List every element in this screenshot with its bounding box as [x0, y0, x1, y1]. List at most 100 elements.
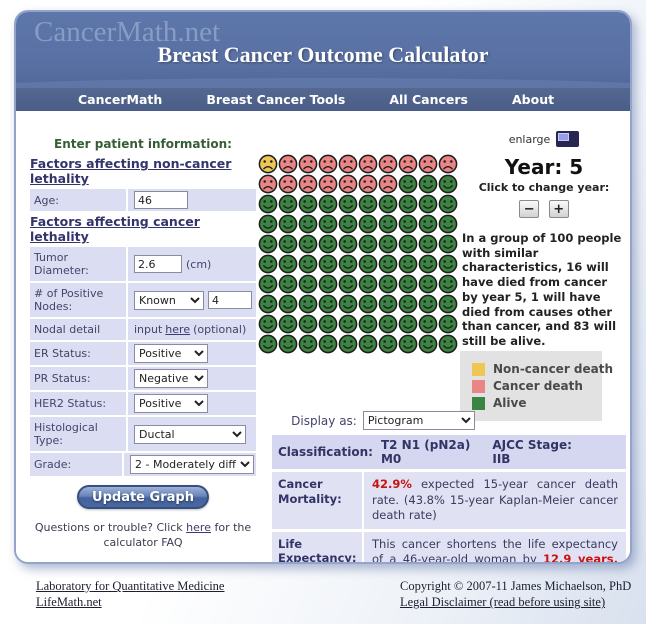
nav-item-all-cancers[interactable]: All Cancers: [389, 92, 468, 107]
tumor-label: Tumor Diameter:: [30, 247, 128, 281]
nodes-row: # of Positive Nodes: Known: [30, 283, 256, 317]
person-icon: [358, 194, 378, 214]
result-column: enlarge Year: 5 Click to change year: − …: [462, 131, 626, 349]
life-expectancy-value: This cancer shortens the life expectancy…: [364, 532, 626, 564]
link-cancer-factors[interactable]: Factors affecting cancer lethality: [30, 214, 200, 244]
person-icon: [338, 254, 358, 274]
her2-select[interactable]: Positive: [134, 394, 208, 413]
person-icon: [278, 174, 298, 194]
legend-label: Cancer death: [493, 379, 583, 393]
histological-select[interactable]: Ductal: [134, 424, 246, 444]
mortality-text: expected 15-year cancer death rate. (43.…: [372, 477, 618, 523]
link-noncancer-factors[interactable]: Factors affecting non-cancer lethality: [30, 156, 232, 186]
person-icon: [438, 154, 458, 174]
lab-link[interactable]: Laboratory for Quantitative Medicine: [36, 579, 225, 593]
legend-item-non_cancer_death: Non-cancer death: [472, 362, 613, 376]
person-icon: [258, 294, 278, 314]
nav-item-cancermath[interactable]: CancerMath: [78, 92, 163, 107]
mortality-row: Cancer Mortality: 42.9% expected 15-year…: [272, 472, 626, 529]
person-icon: [398, 194, 418, 214]
person-icon: [258, 314, 278, 334]
person-icon: [418, 214, 438, 234]
person-icon: [318, 314, 338, 334]
header: CancerMath.net Breast Cancer Outcome Cal…: [16, 12, 630, 100]
enlarge-control[interactable]: enlarge: [462, 131, 626, 147]
person-icon: [298, 154, 318, 174]
age-input[interactable]: [134, 191, 188, 209]
person-icon: [338, 334, 358, 354]
legend-label: Alive: [493, 396, 527, 410]
person-icon: [398, 294, 418, 314]
person-icon: [318, 194, 338, 214]
person-icon: [418, 274, 438, 294]
legal-disclaimer-link[interactable]: Legal Disclaimer (read before using site…: [400, 595, 606, 610]
display-as-select[interactable]: Pictogram: [362, 411, 475, 430]
patient-form: Enter patient information: Factors affec…: [30, 137, 256, 551]
year-minus-button[interactable]: −: [519, 200, 540, 218]
person-icon: [338, 174, 358, 194]
mortality-label: Cancer Mortality:: [272, 472, 364, 529]
person-icon: [298, 294, 318, 314]
person-icon: [318, 174, 338, 194]
person-icon: [398, 254, 418, 274]
person-icon: [358, 154, 378, 174]
person-icon: [398, 274, 418, 294]
person-icon: [278, 154, 298, 174]
copyright-text: Copyright © 2007-11 James Michaelson, Ph…: [400, 579, 632, 593]
person-icon: [378, 334, 398, 354]
person-icon: [358, 254, 378, 274]
legend-swatch: [472, 379, 485, 393]
nav-item-breast-cancer-tools[interactable]: Breast Cancer Tools: [206, 92, 346, 107]
year-plus-button[interactable]: +: [548, 200, 569, 218]
main-panel: CancerMath.net Breast Cancer Outcome Cal…: [14, 10, 632, 564]
faq-link[interactable]: here: [186, 521, 211, 534]
person-icon: [418, 334, 438, 354]
enlarge-icon[interactable]: [556, 131, 580, 147]
nodal-detail-link[interactable]: here: [165, 323, 191, 336]
person-icon: [418, 234, 438, 254]
person-icon: [278, 194, 298, 214]
age-label: Age:: [30, 189, 128, 211]
grade-row: Grade: 2 - Moderately diff.: [30, 453, 256, 476]
legend-item-cancer_death: Cancer death: [472, 379, 602, 393]
person-icon: [318, 254, 338, 274]
legend-swatch: [472, 396, 485, 410]
nodes-count-input[interactable]: [208, 291, 252, 309]
grade-select[interactable]: 2 - Moderately diff.: [130, 455, 254, 474]
person-icon: [418, 254, 438, 274]
person-icon: [358, 234, 378, 254]
nodes-select[interactable]: Known: [134, 290, 204, 310]
person-icon: [358, 334, 378, 354]
person-icon: [338, 314, 358, 334]
person-icon: [378, 174, 398, 194]
person-icon: [338, 194, 358, 214]
update-graph-button[interactable]: Update Graph: [77, 485, 209, 509]
person-icon: [338, 154, 358, 174]
lifemath-link[interactable]: LifeMath.net: [36, 595, 102, 610]
pr-label: PR Status:: [30, 367, 128, 390]
person-icon: [438, 254, 458, 274]
person-icon: [278, 274, 298, 294]
person-icon: [418, 174, 438, 194]
content: Enter patient information: Factors affec…: [16, 111, 630, 564]
person-icon: [398, 314, 418, 334]
person-icon: [438, 334, 458, 354]
person-icon: [398, 174, 418, 194]
nav-item-about[interactable]: About: [511, 92, 555, 107]
pr-row: PR Status: Negative: [30, 367, 256, 390]
pr-select[interactable]: Negative: [134, 369, 208, 388]
nodes-label: # of Positive Nodes:: [30, 283, 128, 317]
person-icon: [378, 154, 398, 174]
person-icon: [378, 254, 398, 274]
life-pre: This cancer shortens the life expectancy…: [372, 536, 618, 564]
page-title: Breast Cancer Outcome Calculator: [157, 42, 489, 67]
person-icon: [258, 234, 278, 254]
legend-label: Non-cancer death: [493, 362, 614, 376]
tumor-input[interactable]: [134, 255, 182, 273]
pictogram-grid: [258, 154, 460, 354]
person-icon: [378, 274, 398, 294]
er-select[interactable]: Positive: [134, 344, 208, 363]
summary-text: In a group of 100 people with similar ch…: [462, 231, 622, 349]
person-icon: [258, 334, 278, 354]
display-as-label: Display as:: [291, 413, 357, 428]
